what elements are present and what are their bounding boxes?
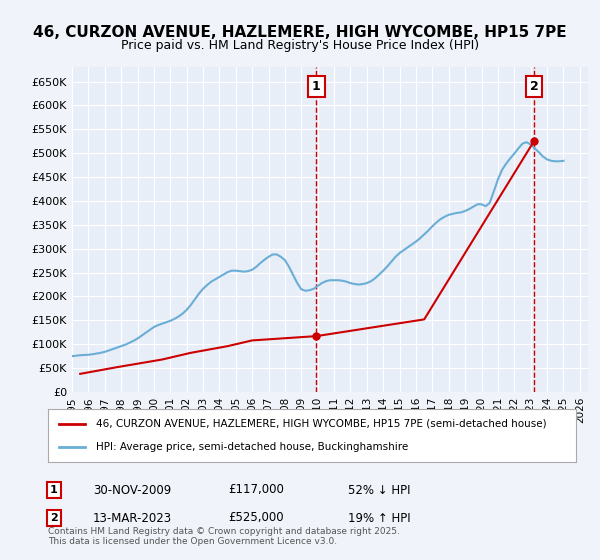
Text: Contains HM Land Registry data © Crown copyright and database right 2025.
This d: Contains HM Land Registry data © Crown c… <box>48 526 400 546</box>
Text: 46, CURZON AVENUE, HAZLEMERE, HIGH WYCOMBE, HP15 7PE (semi-detached house): 46, CURZON AVENUE, HAZLEMERE, HIGH WYCOM… <box>95 419 546 429</box>
Text: 30-NOV-2009: 30-NOV-2009 <box>93 483 171 497</box>
Text: 1: 1 <box>312 80 321 93</box>
Text: 2: 2 <box>530 80 538 93</box>
Text: 1: 1 <box>50 485 58 495</box>
Text: HPI: Average price, semi-detached house, Buckinghamshire: HPI: Average price, semi-detached house,… <box>95 442 408 452</box>
Text: 46, CURZON AVENUE, HAZLEMERE, HIGH WYCOMBE, HP15 7PE: 46, CURZON AVENUE, HAZLEMERE, HIGH WYCOM… <box>33 25 567 40</box>
Text: £525,000: £525,000 <box>228 511 284 525</box>
Text: 2: 2 <box>50 513 58 523</box>
Text: Price paid vs. HM Land Registry's House Price Index (HPI): Price paid vs. HM Land Registry's House … <box>121 39 479 52</box>
Text: 19% ↑ HPI: 19% ↑ HPI <box>348 511 410 525</box>
Text: 13-MAR-2023: 13-MAR-2023 <box>93 511 172 525</box>
Text: £117,000: £117,000 <box>228 483 284 497</box>
Text: 52% ↓ HPI: 52% ↓ HPI <box>348 483 410 497</box>
